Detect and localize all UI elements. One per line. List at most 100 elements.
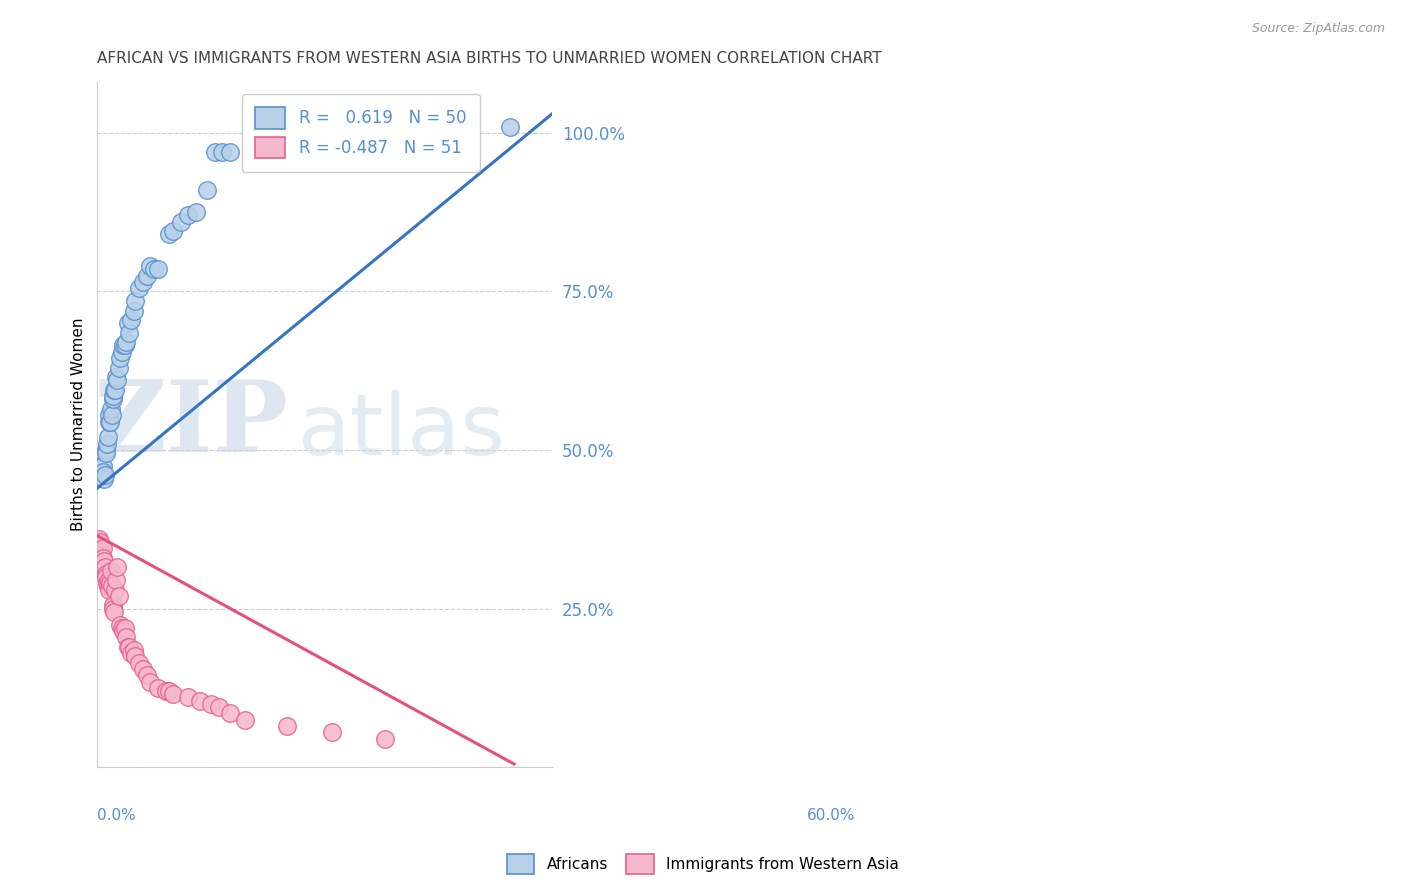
Point <box>155 684 177 698</box>
Point <box>143 262 166 277</box>
Point <box>93 465 115 479</box>
Point <box>101 392 124 407</box>
Point <box>135 268 157 283</box>
Point <box>114 621 136 635</box>
Point <box>321 725 343 739</box>
Point <box>115 335 138 350</box>
Point <box>90 548 112 562</box>
Point <box>177 690 200 705</box>
Point <box>139 674 162 689</box>
Point <box>100 401 122 416</box>
Point <box>97 579 120 593</box>
Point <box>104 383 127 397</box>
Text: AFRICAN VS IMMIGRANTS FROM WESTERN ASIA BIRTHS TO UNMARRIED WOMEN CORRELATION CH: AFRICAN VS IMMIGRANTS FROM WESTERN ASIA … <box>97 51 882 66</box>
Point <box>114 338 136 352</box>
Y-axis label: Births to Unmarried Women: Births to Unmarried Women <box>72 318 86 532</box>
Text: 0.0%: 0.0% <box>97 808 136 823</box>
Point <box>90 458 112 473</box>
Point <box>89 535 111 549</box>
Point <box>122 303 145 318</box>
Point <box>107 360 129 375</box>
Point <box>200 697 222 711</box>
Point <box>94 468 117 483</box>
Point <box>184 205 207 219</box>
Point <box>122 643 145 657</box>
Point <box>157 227 180 242</box>
Point <box>124 649 146 664</box>
Point <box>108 351 131 365</box>
Point <box>96 446 118 460</box>
Text: ZIP: ZIP <box>93 376 288 473</box>
Point <box>170 215 193 229</box>
Text: Source: ZipAtlas.com: Source: ZipAtlas.com <box>1251 22 1385 36</box>
Point <box>195 183 218 197</box>
Point <box>94 566 117 581</box>
Point <box>110 621 132 635</box>
Point <box>177 208 200 222</box>
Point <box>105 573 128 587</box>
Point <box>90 544 112 558</box>
Text: 60.0%: 60.0% <box>807 808 855 823</box>
Point <box>128 281 150 295</box>
Point <box>93 554 115 568</box>
Point <box>97 415 120 429</box>
Point <box>146 262 169 277</box>
Point <box>260 145 283 159</box>
Legend: R =   0.619   N = 50, R = -0.487   N = 51: R = 0.619 N = 50, R = -0.487 N = 51 <box>242 94 479 172</box>
Point <box>207 700 229 714</box>
Point <box>101 599 124 613</box>
Point <box>233 713 256 727</box>
Point <box>162 224 184 238</box>
Point <box>105 560 128 574</box>
Point <box>91 458 114 473</box>
Point <box>91 541 114 556</box>
Point <box>128 656 150 670</box>
Point <box>97 582 120 597</box>
Point <box>94 560 117 574</box>
Point <box>100 564 122 578</box>
Point <box>374 731 396 746</box>
Point <box>204 145 226 159</box>
Point <box>132 662 155 676</box>
Point <box>100 408 122 422</box>
Legend: Africans, Immigrants from Western Asia: Africans, Immigrants from Western Asia <box>501 848 905 880</box>
Point <box>98 415 121 429</box>
Point <box>108 617 131 632</box>
Point <box>98 576 121 591</box>
Point <box>98 408 121 422</box>
Point <box>162 687 184 701</box>
Point <box>112 624 135 638</box>
Point <box>98 573 121 587</box>
Point <box>117 640 139 654</box>
Point <box>96 576 118 591</box>
Point <box>105 373 128 387</box>
Point <box>450 120 472 134</box>
Point <box>104 582 127 597</box>
Point <box>499 120 522 134</box>
Point <box>112 338 135 352</box>
Point <box>87 532 110 546</box>
Point <box>103 605 125 619</box>
Point <box>93 472 115 486</box>
Text: atlas: atlas <box>298 390 505 473</box>
Point <box>211 145 233 159</box>
Point <box>219 706 242 721</box>
Point <box>107 589 129 603</box>
Point <box>157 684 180 698</box>
Point <box>110 344 132 359</box>
Point <box>115 630 138 644</box>
Point <box>118 640 141 654</box>
Point <box>103 601 125 615</box>
Point <box>100 579 122 593</box>
Point <box>103 383 125 397</box>
Point <box>120 313 142 327</box>
Point <box>135 668 157 682</box>
Point <box>291 136 314 150</box>
Point <box>118 326 141 340</box>
Point <box>120 646 142 660</box>
Point <box>97 430 120 444</box>
Point <box>94 443 117 458</box>
Point <box>93 550 115 565</box>
Point <box>139 259 162 273</box>
Point <box>103 389 125 403</box>
